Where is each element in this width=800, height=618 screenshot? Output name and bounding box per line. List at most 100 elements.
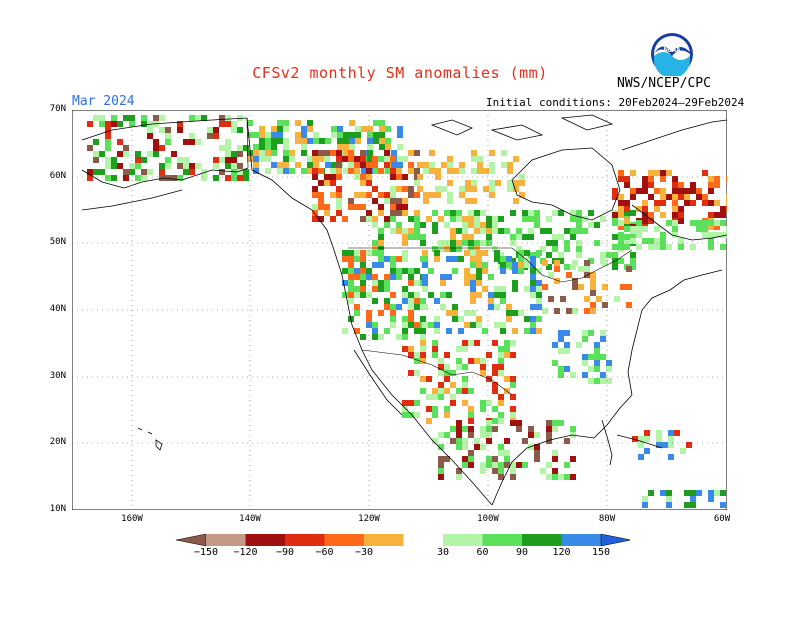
anomaly-cell xyxy=(552,420,558,426)
anomaly-cell xyxy=(432,412,438,418)
anomaly-cell xyxy=(372,322,378,328)
anomaly-cell xyxy=(714,212,720,218)
anomaly-cell xyxy=(265,144,271,150)
anomaly-cell xyxy=(570,228,576,234)
anomaly-cell xyxy=(492,228,498,234)
anomaly-cell xyxy=(225,115,231,121)
anomaly-cell xyxy=(147,151,153,157)
anomaly-cell xyxy=(307,138,313,144)
anomaly-cell xyxy=(530,322,536,328)
anomaly-cell xyxy=(438,216,444,222)
anomaly-cell xyxy=(624,244,630,250)
anomaly-cell xyxy=(265,138,271,144)
anomaly-cell xyxy=(420,328,426,334)
anomaly-cell xyxy=(648,170,654,176)
anomaly-cell xyxy=(566,308,572,314)
anomaly-cell xyxy=(342,280,348,286)
anomaly-cell xyxy=(630,194,636,200)
anomaly-cell xyxy=(680,448,686,454)
anomaly-cell xyxy=(506,262,512,268)
anomaly-cell xyxy=(536,298,542,304)
anomaly-cell xyxy=(618,224,624,230)
anomaly-cell xyxy=(660,176,666,182)
anomaly-cell xyxy=(367,132,373,138)
anomaly-cell xyxy=(548,272,554,278)
anomaly-cell xyxy=(343,168,349,174)
anomaly-cell xyxy=(171,151,177,157)
anomaly-cell xyxy=(504,456,510,462)
anomaly-cell xyxy=(253,156,259,162)
anomaly-cell xyxy=(432,246,438,252)
anomaly-cell xyxy=(283,144,289,150)
anomaly-cell xyxy=(444,412,450,418)
anomaly-cell xyxy=(372,250,378,256)
anomaly-cell xyxy=(253,162,259,168)
anomaly-cell xyxy=(414,370,420,376)
anomaly-cell xyxy=(552,210,558,216)
anomaly-cell xyxy=(390,216,396,222)
anomaly-cell xyxy=(462,462,468,468)
anomaly-cell xyxy=(129,121,135,127)
anomaly-cell xyxy=(111,115,117,121)
anomaly-cell xyxy=(564,330,570,336)
anomaly-cell xyxy=(558,336,564,342)
anomaly-cell xyxy=(524,250,530,256)
anomaly-cell xyxy=(408,412,414,418)
anomaly-cell xyxy=(582,354,588,360)
anomaly-cell xyxy=(378,262,384,268)
anomaly-cell xyxy=(512,286,518,292)
anomaly-cell xyxy=(397,156,403,162)
anomaly-cell xyxy=(123,169,129,175)
anomaly-cell xyxy=(486,240,492,246)
anomaly-cell xyxy=(289,150,295,156)
anomaly-cell xyxy=(289,156,295,162)
anomaly-cell xyxy=(396,198,402,204)
anomaly-cell xyxy=(243,169,249,175)
anomaly-cell xyxy=(452,316,458,322)
anomaly-cell xyxy=(141,175,147,181)
anomaly-cell xyxy=(450,400,456,406)
anomaly-cell xyxy=(534,450,540,456)
anomaly-cell xyxy=(378,240,384,246)
anomaly-cell xyxy=(354,286,360,292)
anomaly-cell xyxy=(726,176,727,182)
anomaly-cell xyxy=(420,316,426,322)
anomaly-cell xyxy=(504,228,510,234)
anomaly-cell xyxy=(588,258,594,264)
anomaly-cell xyxy=(289,168,295,174)
anomaly-cell xyxy=(708,232,714,238)
anomaly-cell xyxy=(726,200,727,206)
anomaly-cell xyxy=(474,228,480,234)
anomaly-cell xyxy=(660,194,666,200)
anomaly-cell xyxy=(540,468,546,474)
anomaly-cell xyxy=(367,126,373,132)
anomaly-cell xyxy=(171,175,177,181)
anomaly-cell xyxy=(422,322,428,328)
anomaly-cell xyxy=(354,168,360,174)
anomaly-cell xyxy=(384,280,390,286)
anomaly-cell xyxy=(348,150,354,156)
anomaly-cell xyxy=(576,210,582,216)
colorbar xyxy=(175,533,630,547)
anomaly-cell xyxy=(462,240,468,246)
anomaly-cell xyxy=(468,426,474,432)
anomaly-cell xyxy=(480,468,486,474)
anomaly-cell xyxy=(498,358,504,364)
anomaly-cell xyxy=(402,204,408,210)
anomaly-cell xyxy=(408,168,414,174)
anomaly-cell xyxy=(135,151,141,157)
anomaly-cell xyxy=(201,169,207,175)
anomaly-cell xyxy=(504,450,510,456)
anomaly-cell xyxy=(271,150,277,156)
anomaly-cell xyxy=(476,292,482,298)
anomaly-cell xyxy=(654,244,660,250)
anomaly-cell xyxy=(582,372,588,378)
anomaly-cell xyxy=(360,204,366,210)
anomaly-cell xyxy=(500,268,506,274)
anomaly-cell xyxy=(396,274,402,280)
anomaly-cell xyxy=(355,126,361,132)
anomaly-cell xyxy=(265,156,271,162)
anomaly-cell xyxy=(453,168,459,174)
anomaly-cell xyxy=(462,388,468,394)
anomaly-cell xyxy=(660,244,666,250)
